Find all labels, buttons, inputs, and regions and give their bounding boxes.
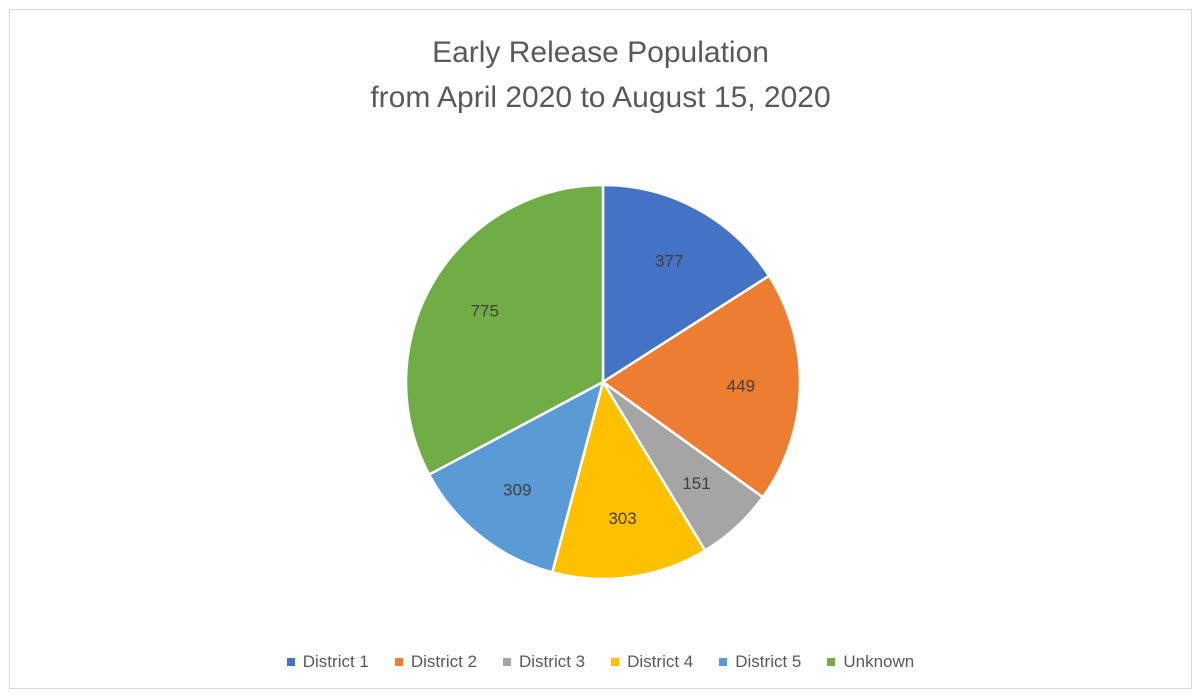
data-label-district-5: 309: [503, 480, 531, 499]
data-label-district-3: 151: [682, 474, 710, 493]
legend-swatch: [286, 658, 295, 666]
legend-swatch: [503, 658, 511, 666]
data-label-district-2: 449: [727, 376, 755, 395]
legend-swatch: [719, 658, 728, 666]
legend: District 1 District 2 District 3 District 4…: [0, 650, 1201, 674]
legend-label: District 2: [410, 652, 477, 671]
data-label-district-1: 377: [655, 252, 683, 271]
pie-slice-unknown: [404, 183, 605, 476]
legend-item-district-5: District 5: [719, 652, 801, 672]
legend-swatch: [827, 658, 836, 666]
legend-item-district-1: District 1: [286, 652, 369, 672]
legend-swatch: [394, 658, 403, 666]
data-label-district-4: 303: [608, 509, 636, 528]
pie-slice-district-2: [601, 274, 802, 499]
chart-title-line-2: from April 2020 to August 15, 2020: [370, 81, 831, 114]
legend-item-unknown: Unknown: [827, 652, 914, 672]
legend-swatch: [611, 658, 620, 666]
legend-label: District 4: [627, 652, 694, 671]
legend-label: Unknown: [843, 652, 915, 671]
pie-slice-district-1: [601, 183, 771, 384]
legend-item-district-4: District 4: [611, 652, 693, 672]
chart-title-line-1: Early Release Population: [432, 36, 769, 69]
chart-title: Early Release Population from April 2020…: [0, 30, 1201, 120]
legend-item-district-2: District 2: [394, 652, 477, 672]
legend-label: District 5: [735, 652, 802, 671]
pie-slice-district-5: [427, 380, 605, 574]
data-label-unknown: 775: [471, 301, 499, 320]
legend-item-district-3: District 3: [503, 652, 585, 672]
legend-label: District 3: [519, 652, 586, 671]
legend-label: District 1: [302, 652, 369, 671]
